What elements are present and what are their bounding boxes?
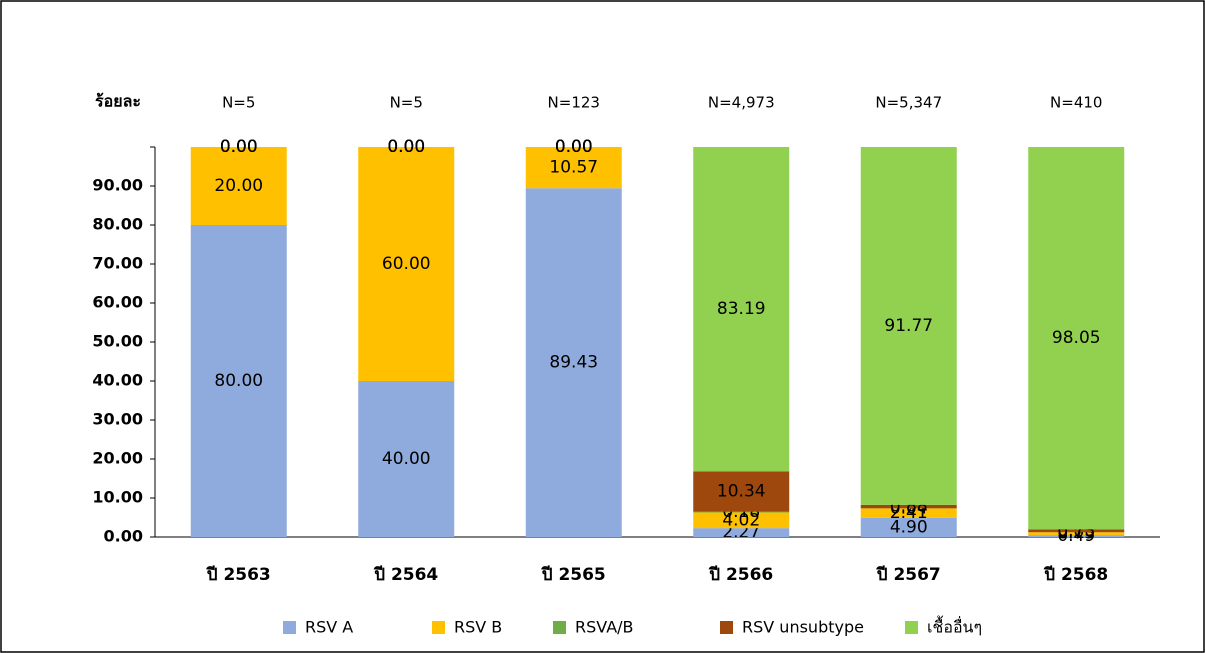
bar-segment — [860, 147, 957, 505]
bar-segment — [1028, 529, 1125, 533]
x-tick-label: ปี 2565 — [541, 564, 606, 585]
legend-label: RSVA/B — [575, 618, 634, 637]
value-label: 0.00 — [387, 137, 425, 157]
x-tick-label: ปี 2564 — [373, 564, 438, 585]
value-label: 91.77 — [884, 316, 933, 336]
value-label: 0.00 — [387, 137, 425, 157]
sample-size: N=5 — [390, 94, 423, 112]
x-tick-label: ปี 2563 — [206, 564, 271, 585]
bar-segment — [525, 188, 622, 537]
x-tick-label: ปี 2566 — [708, 564, 773, 585]
value-label: 60.00 — [382, 254, 431, 274]
value-label: 4.90 — [890, 517, 928, 537]
y-tick-label: 40.00 — [92, 371, 143, 390]
bar-segment — [358, 147, 455, 381]
sample-size: N=5,347 — [875, 94, 942, 112]
bar-segment — [358, 381, 455, 537]
x-tick-label: ปี 2568 — [1043, 564, 1108, 585]
legend-label: RSV unsubtype — [742, 618, 864, 637]
bar-segment — [1028, 535, 1125, 537]
value-label: 40.00 — [382, 449, 431, 469]
y-tick-label: 70.00 — [92, 254, 143, 273]
value-label: 98.05 — [1052, 328, 1101, 348]
sample-size: N=123 — [548, 94, 600, 112]
bar-segment — [693, 147, 790, 472]
value-label: 80.00 — [214, 371, 263, 391]
bar-segment — [693, 512, 790, 529]
legend-swatch — [720, 621, 733, 634]
value-label: 0.00 — [555, 137, 593, 157]
value-label: 10.34 — [717, 482, 766, 502]
legend-label: RSV B — [454, 618, 502, 637]
bar-segment — [190, 225, 287, 537]
bar-segment — [1028, 532, 1125, 536]
legend-label: RSV A — [305, 618, 353, 637]
sample-size: N=410 — [1050, 94, 1102, 112]
legend-swatch — [553, 621, 566, 634]
value-label: 0.00 — [555, 137, 593, 157]
bar-segment — [525, 147, 622, 189]
bar-segment — [693, 528, 790, 537]
y-tick-label: 30.00 — [92, 410, 143, 429]
value-label: 0.00 — [387, 137, 425, 157]
legend-swatch — [905, 621, 918, 634]
value-label: 0.00 — [220, 137, 258, 157]
value-label: 4.02 — [722, 510, 760, 530]
sample-size: N=4,973 — [708, 94, 775, 112]
y-tick-label: 80.00 — [92, 215, 143, 234]
bar-segment — [860, 508, 957, 518]
legend-label: เชื้ออื่นๆ — [927, 616, 982, 637]
bar-segment — [693, 471, 790, 512]
y-tick-label: 50.00 — [92, 332, 143, 351]
x-tick-label: ปี 2567 — [876, 564, 941, 585]
value-label: 0.00 — [220, 137, 258, 157]
y-tick-label: 60.00 — [92, 293, 143, 312]
value-label: 89.43 — [549, 353, 598, 373]
y-tick-label: 0.00 — [104, 527, 143, 546]
y-axis-label: ร้อยละ — [95, 92, 141, 111]
value-label: 83.19 — [717, 299, 766, 319]
y-tick-label: 90.00 — [92, 176, 143, 195]
bar-segment — [1028, 147, 1125, 530]
value-label: 0.00 — [220, 137, 258, 157]
legend-swatch — [283, 621, 296, 634]
legend-swatch — [432, 621, 445, 634]
y-tick-label: 20.00 — [92, 449, 143, 468]
bar-segment — [860, 517, 957, 537]
y-tick-label: 10.00 — [92, 488, 143, 507]
sample-size: N=5 — [222, 94, 255, 112]
bar-segment — [860, 504, 957, 509]
bar-segment — [693, 511, 790, 513]
value-label: 0.00 — [555, 137, 593, 157]
bar-segment — [190, 147, 287, 225]
value-label: 10.57 — [549, 158, 598, 178]
value-label: 20.00 — [214, 176, 263, 196]
